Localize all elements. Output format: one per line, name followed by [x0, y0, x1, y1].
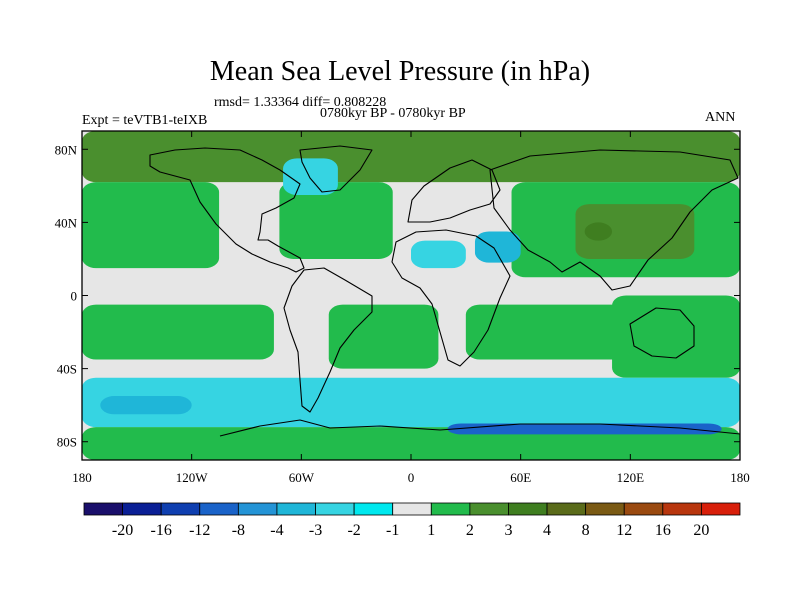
- colorbar-swatch: [160, 502, 201, 516]
- colorbar-label: 20: [693, 522, 709, 539]
- y-tick-label: 0: [71, 289, 78, 304]
- field-region-southern-ocean: [82, 377, 740, 428]
- field-region-southern-ocean-core: [100, 396, 192, 415]
- colorbar-swatch: [701, 502, 741, 516]
- x-tick-label: 120W: [176, 470, 209, 485]
- colorbar-swatch: [508, 502, 548, 516]
- map-title: Mean Sea Level Pressure (in hPa): [209, 56, 591, 87]
- colorbar-swatch: [662, 502, 702, 516]
- greenland-coast: [299, 145, 373, 193]
- colorbar-label: 8: [582, 522, 590, 539]
- north-america-coast: [149, 147, 305, 273]
- x-axis: 180 120W 60W 0 60E 120E 180: [72, 131, 750, 485]
- y-axis: 80N 40N 0 40S 80S: [55, 142, 740, 450]
- field-region-north-atlantic: [279, 182, 393, 259]
- colorbar-label: 12: [616, 522, 632, 539]
- y-tick-label: 80N: [55, 142, 78, 157]
- colorbar-swatch: [83, 502, 123, 516]
- colorbar-swatch: [237, 502, 278, 516]
- x-tick-label: 180: [72, 470, 92, 485]
- colorbar-label: -3: [309, 522, 322, 539]
- south-america-coast: [283, 267, 373, 413]
- field-region-tibet-high: [584, 222, 613, 241]
- x-tick-label: 60E: [510, 470, 531, 485]
- colorbar-swatch: [353, 502, 394, 516]
- colorbar-swatch: [546, 502, 587, 516]
- field-region-south-indian: [465, 304, 631, 360]
- stats-label: rmsd= 1.33364 diff= 0.808228: [214, 95, 387, 110]
- x-tick-label: 180: [730, 470, 750, 485]
- data-field: [82, 131, 740, 460]
- europe-coast: [407, 159, 501, 223]
- colorbar-label: -16: [151, 522, 172, 539]
- x-tick-label: 120E: [617, 470, 645, 485]
- y-tick-label: 40S: [57, 362, 77, 377]
- colorbar-label: -2: [347, 522, 360, 539]
- colorbar-label: 16: [655, 522, 671, 539]
- colorbar-label: 1: [427, 522, 435, 539]
- y-tick-label: 40N: [55, 215, 78, 230]
- colorbar-label: 2: [466, 522, 474, 539]
- antarctica-coast: [219, 419, 740, 437]
- field-region-north-pacific: [82, 182, 220, 269]
- coastlines: [149, 145, 740, 437]
- colorbar-label: 3: [504, 522, 512, 539]
- africa-coast: [391, 229, 511, 367]
- field-region-south-atlantic: [328, 304, 439, 369]
- x-tick-label: 60W: [289, 470, 315, 485]
- colorbar-swatch: [585, 502, 625, 516]
- field-region-arctic: [82, 131, 740, 183]
- colorbar-swatch: [276, 502, 316, 516]
- colorbar-swatch: [469, 502, 509, 516]
- colorbar-label: -1: [386, 522, 399, 539]
- colorbar-swatch: [199, 502, 239, 516]
- field-region-australia: [612, 295, 740, 378]
- season-label: ANN: [705, 110, 736, 125]
- colorbar-label: -12: [189, 522, 210, 539]
- colorbar: -20 -16 -12 -8 -4 -3 -2 -1 1 2 3 4 8 12 16 20: [83, 502, 741, 539]
- colorbar-swatch: [122, 502, 162, 516]
- y-tick-label: 80S: [57, 435, 77, 450]
- x-tick-label: 0: [408, 470, 415, 485]
- colorbar-swatch: [623, 502, 664, 516]
- period-label: 0780kyr BP - 0780kyr BP: [320, 106, 466, 121]
- field-region-sahara-low: [411, 240, 466, 269]
- asia-coast: [489, 149, 739, 291]
- colorbar-label: 4: [543, 522, 551, 539]
- field-region-antarctic-coast-low: [447, 423, 722, 435]
- colorbar-label: -8: [232, 522, 245, 539]
- field-region-tropical-south-pacific: [82, 304, 274, 360]
- field-region-antarctica: [82, 427, 740, 460]
- colorbar-label: -4: [270, 522, 283, 539]
- field-region-greenland-low: [283, 158, 338, 195]
- colorbar-label: -20: [112, 522, 133, 539]
- experiment-label: Expt = teVTB1-teIXB: [82, 113, 208, 128]
- colorbar-swatch: [315, 502, 355, 516]
- colorbar-swatch: [430, 502, 471, 516]
- field-region-arabia-low: [474, 231, 521, 263]
- colorbar-swatch: [392, 502, 432, 516]
- australia-coast: [629, 307, 695, 359]
